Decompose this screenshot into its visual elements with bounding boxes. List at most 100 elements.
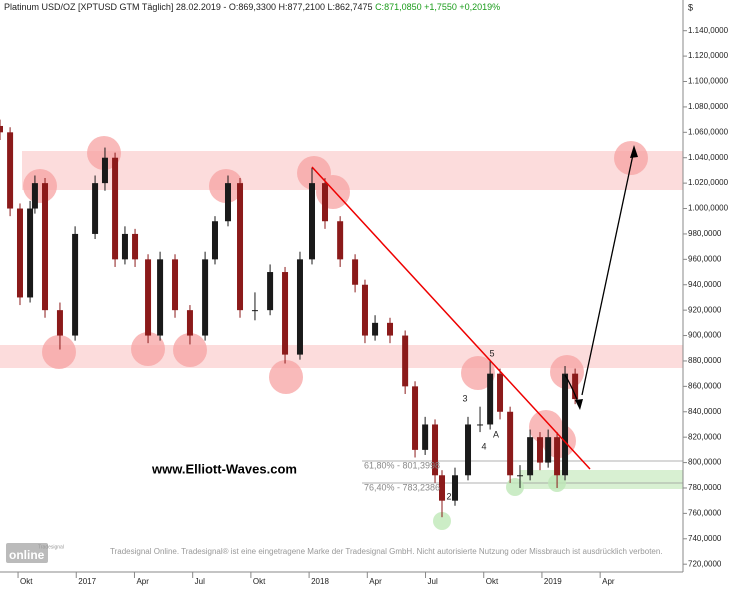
- header-close: C:871,0850 +1,7550 +0,2019%: [375, 2, 500, 12]
- candle-body: [477, 424, 484, 426]
- wave-label: 2: [446, 491, 451, 501]
- x-tick-label: Apr: [602, 577, 615, 586]
- candle-body: [322, 183, 329, 222]
- y-tick-label: 780,0000: [688, 483, 722, 492]
- circle: [316, 175, 350, 209]
- candle-body: [452, 475, 459, 501]
- candle-body: [572, 373, 579, 400]
- candle-body: [422, 424, 429, 450]
- x-tick-label: Jul: [195, 577, 205, 586]
- header-bg: [0, 0, 683, 16]
- logo-box: [6, 543, 48, 563]
- y-tick-label: 1.140,0000: [688, 26, 729, 35]
- candle-body: [439, 475, 446, 501]
- x-tick-label: Okt: [486, 577, 499, 586]
- circle: [173, 333, 207, 367]
- candle-body: [157, 259, 164, 336]
- circle: [433, 512, 451, 530]
- circle: [614, 141, 648, 175]
- circle: [461, 356, 495, 390]
- y-tick-label: 760,0000: [688, 508, 722, 517]
- circle: [42, 335, 76, 369]
- candle-body: [372, 322, 379, 336]
- y-tick-label: 1.020,0000: [688, 178, 729, 187]
- y-tick-label: 1.060,0000: [688, 127, 729, 136]
- y-tick-label: 720,0000: [688, 559, 722, 568]
- candle-body: [267, 272, 274, 311]
- y-tick-label: 980,0000: [688, 229, 722, 238]
- circles: [23, 136, 648, 458]
- candle-body: [507, 411, 514, 476]
- candle-body: [72, 233, 79, 336]
- y-tick-label: 900,0000: [688, 331, 722, 340]
- candle-body: [337, 221, 344, 260]
- candle-body: [101, 157, 108, 184]
- candle-body: [224, 183, 231, 222]
- y-tick-label: 1.080,0000: [688, 102, 729, 111]
- fib-label: 61,80% - 801,3998: [364, 460, 440, 470]
- candle-body: [132, 233, 139, 260]
- wave-label: 3: [462, 393, 467, 403]
- x-tick-label: Okt: [20, 577, 33, 586]
- candle-body: [172, 259, 179, 311]
- y-tick-label: 960,0000: [688, 254, 722, 263]
- candle-body: [361, 284, 368, 336]
- resistance-band: [22, 151, 683, 190]
- candle-body: [112, 157, 119, 260]
- candle-body: [387, 322, 394, 336]
- candle-body: [309, 183, 316, 260]
- candle-body: [296, 259, 303, 355]
- candle-body: [145, 259, 152, 336]
- support-band: [0, 345, 683, 368]
- y-tick-label: 940,0000: [688, 280, 722, 289]
- logo: online: [9, 548, 45, 562]
- candle-body: [42, 183, 49, 311]
- y-tick-label: 1.040,0000: [688, 153, 729, 162]
- wave-label: 5: [489, 348, 494, 358]
- y-tick-label: 920,0000: [688, 305, 722, 314]
- plot: [0, 119, 579, 518]
- y-tick-label: 840,0000: [688, 407, 722, 416]
- circle: [269, 360, 303, 394]
- candle-body: [202, 259, 209, 336]
- candle-body: [92, 183, 99, 234]
- candle-body: [432, 424, 439, 476]
- candle-body: [0, 125, 3, 133]
- x-tick-label: Apr: [136, 577, 149, 586]
- y-tick-label: 1.120,0000: [688, 51, 729, 60]
- candle-body: [527, 437, 534, 476]
- candle-body: [282, 272, 289, 355]
- candle-body: [16, 208, 23, 298]
- candle-body: [562, 373, 569, 476]
- arrow: [581, 149, 635, 396]
- logo-small: Tradesignal: [38, 544, 64, 550]
- candle-body: [402, 335, 409, 387]
- y-tick-label: 800,0000: [688, 458, 722, 467]
- candle-body: [56, 310, 63, 336]
- wave-label: A: [493, 429, 499, 439]
- candle-body: [237, 183, 244, 311]
- candle-body: [186, 310, 193, 336]
- header: Platinum USD/OZ [XPTUSD GTM Täglich] 28.…: [4, 2, 500, 12]
- header-title: Platinum USD/OZ [XPTUSD GTM Täglich] 28.…: [4, 2, 373, 12]
- y-tick-label: 820,0000: [688, 432, 722, 441]
- candle-body: [536, 437, 543, 463]
- y-tick-label: 740,0000: [688, 534, 722, 543]
- candle-body: [251, 310, 258, 312]
- candle-body: [31, 183, 38, 209]
- x-tick-label: Apr: [369, 577, 382, 586]
- candle-body: [27, 208, 34, 298]
- candle-body: [487, 373, 494, 425]
- candle-body: [545, 437, 552, 463]
- circle: [131, 332, 165, 366]
- y-tick-label: 880,0000: [688, 356, 722, 365]
- candle-body: [7, 132, 14, 209]
- wave-label: 4: [481, 441, 486, 451]
- trend-line: [311, 166, 591, 470]
- candle-body: [121, 233, 128, 260]
- x-tick-label: 2018: [311, 577, 329, 586]
- y-axis-label: $: [688, 2, 693, 12]
- watermark: www.Elliott-Waves.com: [151, 461, 297, 476]
- footer: Tradesignal Online. Tradesignal® ist ein…: [110, 547, 663, 556]
